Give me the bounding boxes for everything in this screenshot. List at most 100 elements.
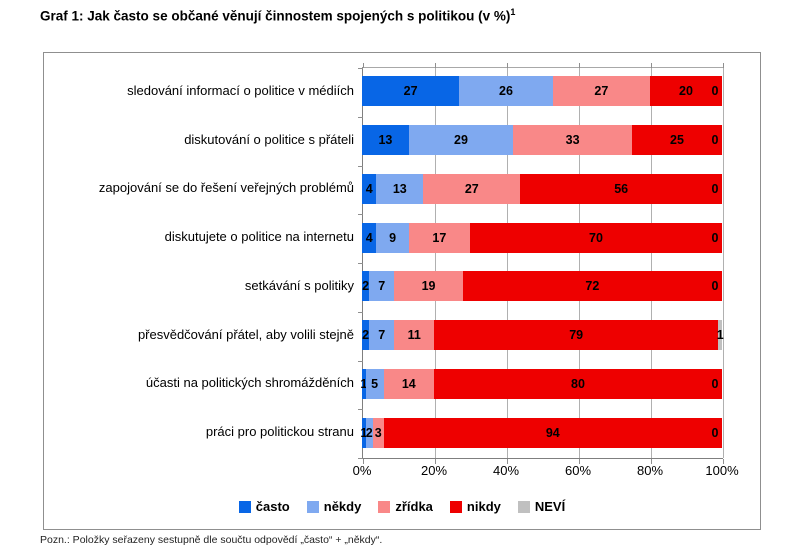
axis-tick: [358, 409, 363, 411]
legend-item: často: [238, 499, 290, 514]
category-label: setkávání s politiky: [244, 277, 354, 293]
legend-label: NEVÍ: [534, 499, 566, 514]
gridline: [435, 68, 436, 458]
stacked-bar: 27 26 27 20 0: [362, 76, 722, 107]
legend-item: nikdy: [449, 499, 501, 514]
bar-segment: 56: [520, 173, 722, 204]
x-axis-label: 20%: [420, 463, 448, 478]
bar-segment: 17: [408, 222, 470, 253]
legend-swatch: [306, 500, 319, 513]
bar-segment: 7: [369, 320, 395, 351]
bar-value-label: 4: [365, 181, 373, 196]
category-label: práci pro politickou stranu: [205, 424, 354, 440]
bar-segment: 29: [408, 125, 514, 156]
plot-area: [358, 63, 724, 464]
bar-value-label: 3: [374, 425, 382, 440]
x-axis-label: 0%: [352, 463, 372, 478]
legend-swatch: [378, 500, 391, 513]
chart-row: diskutujete o politice na internetu 4 9 17 7…: [54, 213, 722, 262]
bar-value-label: 13: [378, 133, 393, 148]
bar-value-label: 27: [594, 84, 609, 99]
stacked-bar: 4 9 17 70 0: [362, 222, 722, 253]
bar-track: 4 9 17 70 0: [362, 222, 722, 253]
x-axis-labels: 0% 20% 40% 60% 80% 100%: [353, 461, 739, 481]
bar-value-label: 94: [545, 425, 560, 440]
axis-tick: [358, 263, 363, 264]
bar-segment: 70: [469, 222, 722, 253]
legend-swatch: [238, 500, 251, 513]
bar-value-label: 2: [365, 425, 373, 440]
bar-value-label: 2: [362, 279, 370, 294]
x-axis-label: 80%: [636, 463, 664, 478]
bar-segment: 72: [462, 271, 722, 302]
chart-row: přesvědčování přátel, aby volili stejně 2…: [54, 311, 724, 360]
footnote: Pozn.: Položky seřazeny sestupně dle sou…: [40, 534, 383, 546]
bar-segment: 14: [383, 368, 434, 399]
bar-value-label: 70: [589, 230, 603, 245]
rows-layer: sledování informací o politice v médiích…: [54, 67, 724, 457]
bar-segment: 80: [433, 368, 722, 399]
axis-tick: [435, 63, 436, 68]
bar-value-label: 0: [711, 279, 719, 294]
chart-row: práci pro politickou stranu 1 2 3 94 0: [54, 408, 722, 457]
bar-value-label: 5: [371, 376, 379, 391]
axis-tick: [358, 165, 363, 167]
axis-tick: [358, 116, 363, 118]
bar-segment: 13: [362, 125, 409, 156]
category-label: zapojování se do řešení veřejných problé…: [98, 180, 354, 196]
axis-tick: [358, 311, 363, 313]
x-axis-label: 40%: [492, 463, 520, 478]
axis-tick: [358, 360, 363, 362]
bar-segment: 7: [369, 271, 395, 302]
bar-value-label: 1: [716, 328, 724, 343]
bar-value-label: 33: [565, 133, 580, 148]
bar-segment: 4: [362, 222, 377, 253]
bar-segment: 19: [394, 271, 463, 302]
category-label: diskutování o politice s přáteli: [184, 131, 354, 147]
legend-label: zřídka: [395, 499, 433, 514]
bar-value-label: 19: [421, 279, 436, 294]
bar-segment: 26: [459, 76, 553, 107]
bar-track: 13 29 33 25 0: [362, 125, 722, 156]
bar-value-label: 4: [365, 230, 373, 245]
bar-segment: 2: [362, 320, 370, 351]
axis-tick: [358, 214, 363, 216]
gridline: [579, 68, 580, 458]
bar-segment: 3: [372, 417, 384, 448]
category-label: účasti na politických shromážděních: [145, 375, 354, 391]
bar-value-label: 0: [711, 425, 719, 440]
axis-tick: [507, 63, 508, 68]
stacked-bar: 1 5 14 80 0: [360, 368, 722, 399]
bar-value-label: 26: [499, 84, 513, 99]
chart-row: diskutování o politice s přáteli 13 29 33 25…: [54, 116, 722, 165]
legend-swatch: [449, 500, 462, 513]
chart-title-superscript: 1: [510, 7, 516, 17]
axis-tick: [723, 459, 724, 464]
axis-tick: [507, 459, 508, 464]
axis-tick: [579, 63, 580, 68]
axis-tick: [358, 458, 363, 459]
legend-swatch: [517, 500, 530, 513]
bar-value-label: 0: [711, 230, 719, 245]
axis-tick: [651, 459, 652, 464]
legend: často někdy zřídka nikdy NEVÍ: [44, 499, 760, 514]
legend-item: někdy: [306, 499, 361, 514]
bar-segment: 4: [362, 173, 377, 204]
stacked-bar: 2 7 19 72 0: [362, 271, 722, 302]
bar-value-label: 17: [432, 230, 447, 245]
chart-row: setkávání s politiky 2 7 19 72 0: [54, 262, 722, 311]
bar-segment: 9: [376, 222, 409, 253]
bar-segment: 1: [360, 368, 368, 399]
bar-value-label: 72: [585, 279, 600, 294]
bar-value-label: 27: [464, 181, 479, 196]
bar-segment: 79: [433, 320, 719, 351]
bar-value-label: 9: [389, 230, 397, 245]
axis-tick: [435, 459, 436, 464]
chart-title: Graf 1: Jak často se občané věnují činno…: [40, 7, 515, 24]
category-label: diskutujete o politice na internetu: [164, 229, 354, 245]
bar-track: 4 13 27 56 0: [362, 173, 722, 204]
chart-row: sledování informací o politice v médiích…: [54, 67, 722, 116]
axis-tick: [358, 68, 363, 69]
bar-segment: 1: [360, 417, 367, 448]
bar-value-label: 1: [360, 376, 368, 391]
